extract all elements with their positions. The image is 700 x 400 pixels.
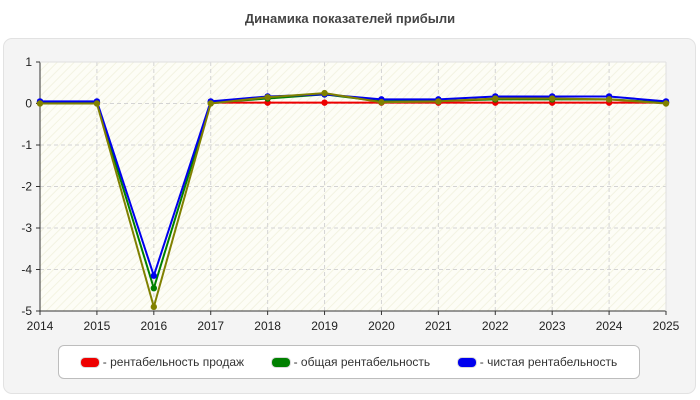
chart-legend: - рентабельность продаж - общая рентабель… bbox=[58, 345, 640, 379]
data-point bbox=[662, 100, 670, 107]
data-point bbox=[207, 100, 214, 107]
chart-title: Динамика показателей прибыли bbox=[244, 11, 456, 26]
data-point bbox=[264, 94, 271, 101]
data-point bbox=[321, 89, 328, 97]
data-point bbox=[150, 284, 158, 292]
x-tick-label: 2017 bbox=[197, 319, 224, 333]
x-tick-label: 2024 bbox=[596, 319, 623, 333]
data-point bbox=[605, 96, 613, 103]
x-tick-label: 2018 bbox=[254, 319, 281, 333]
legend-label: - рентабельность продаж bbox=[102, 355, 245, 369]
legend-swatch bbox=[271, 357, 290, 367]
data-point bbox=[548, 95, 556, 102]
x-tick-label: 2015 bbox=[84, 319, 111, 333]
x-tick-label: 2023 bbox=[539, 319, 566, 333]
data-point bbox=[435, 98, 442, 105]
series-4 bbox=[36, 89, 670, 311]
series-layer bbox=[36, 89, 670, 311]
y-tick-label: -1 bbox=[21, 138, 32, 152]
y-tick-label: -5 bbox=[21, 304, 32, 318]
data-point bbox=[150, 272, 158, 279]
x-tick-label: 2022 bbox=[482, 319, 509, 333]
y-tick-label: -4 bbox=[21, 263, 32, 277]
y-tick-label: 0 bbox=[25, 97, 32, 111]
data-point bbox=[93, 100, 101, 107]
x-tick-label: 2016 bbox=[140, 319, 167, 333]
y-tick-label: 1 bbox=[25, 55, 32, 69]
legend-label: - чистая рентабельность bbox=[479, 355, 618, 369]
x-tick-label: 2014 bbox=[27, 319, 54, 333]
legend-item: - рентабельность продаж bbox=[80, 355, 245, 369]
legend-label: - общая рентабельность bbox=[293, 355, 431, 369]
x-tick-label: 2021 bbox=[425, 319, 452, 333]
x-tick-label: 2025 bbox=[653, 319, 680, 333]
data-point bbox=[378, 99, 385, 106]
data-point bbox=[150, 303, 158, 311]
x-tick-label: 2020 bbox=[368, 319, 395, 333]
data-point bbox=[492, 95, 499, 102]
legend-swatch bbox=[457, 357, 476, 367]
y-tick-label: -2 bbox=[21, 180, 32, 194]
series-line bbox=[40, 92, 667, 308]
data-point bbox=[36, 100, 44, 107]
legend-item: - общая рентабельность bbox=[271, 355, 431, 369]
legend-item: - чистая рентабельность bbox=[457, 355, 618, 369]
x-tick-label: 2019 bbox=[311, 319, 338, 333]
legend-swatch bbox=[80, 357, 99, 367]
data-point bbox=[321, 99, 328, 106]
y-tick-label: -3 bbox=[21, 221, 32, 235]
